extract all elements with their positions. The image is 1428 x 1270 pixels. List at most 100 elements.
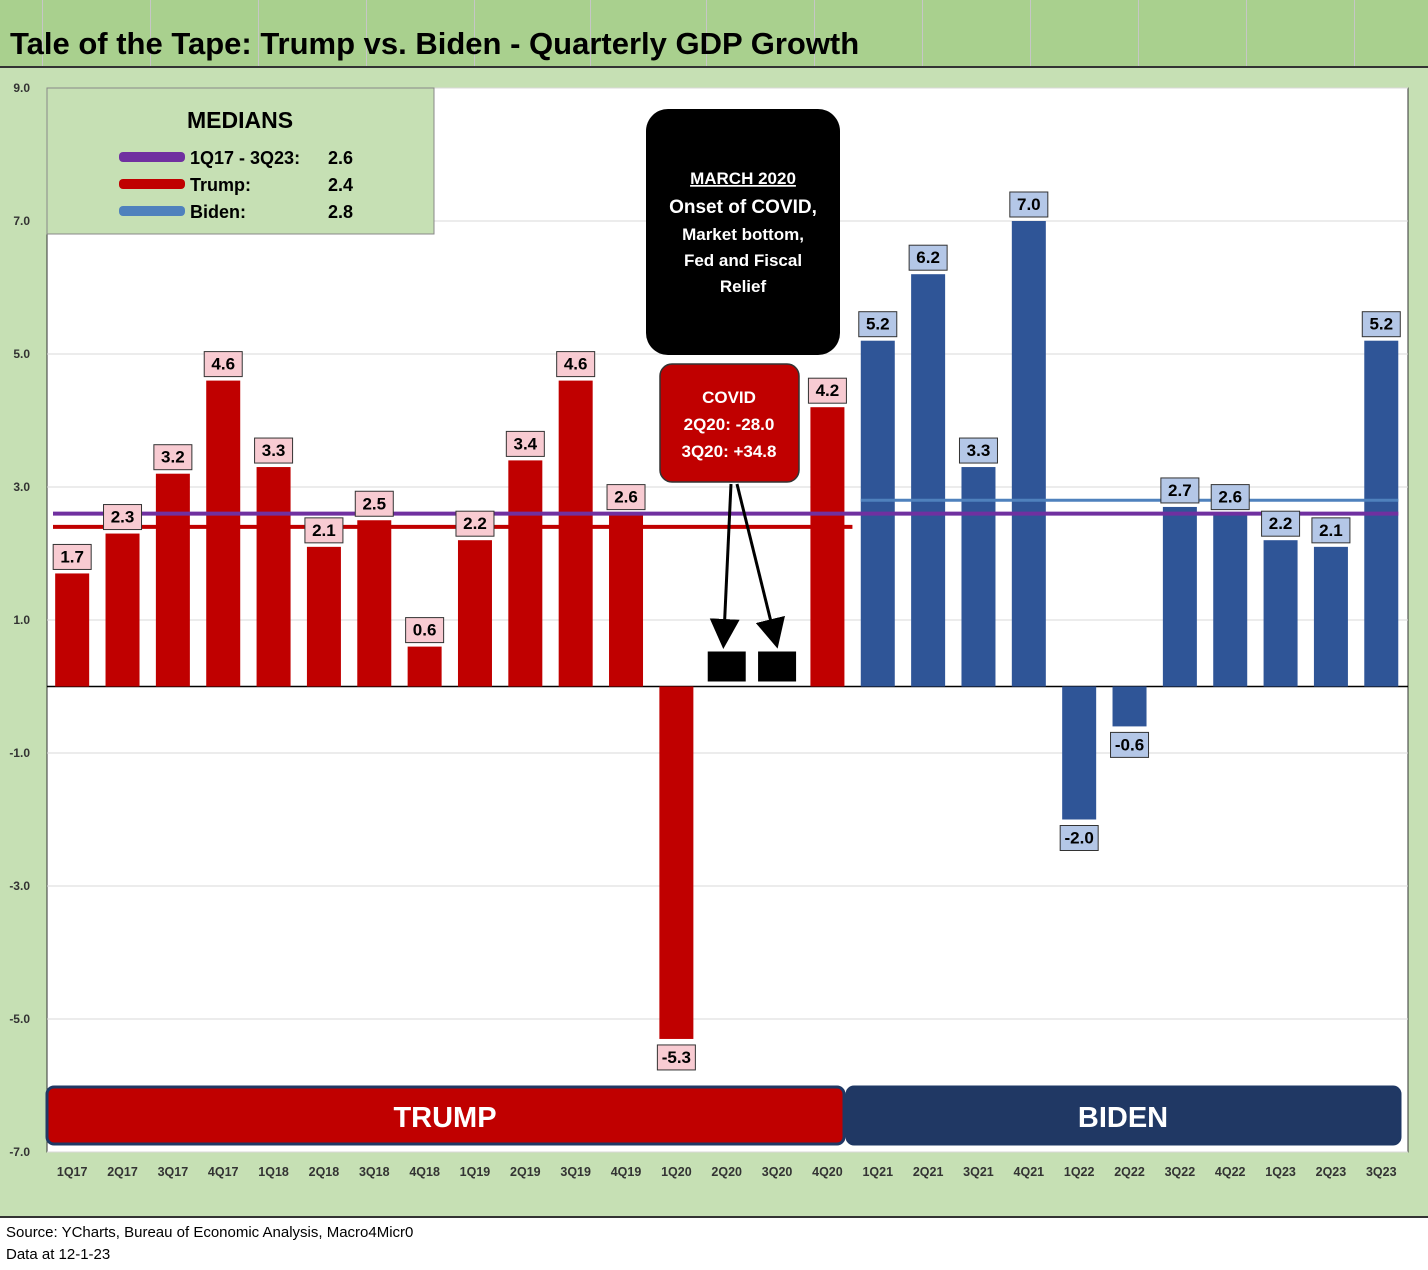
data-label: 3.2 [161, 448, 185, 467]
header-gridline [1354, 0, 1355, 66]
y-tick-label: 9.0 [13, 81, 30, 95]
data-label-box [1361, 311, 1401, 338]
y-tick-label: 1.0 [13, 613, 30, 627]
data-label-box [958, 437, 998, 464]
legend-item-trump: Trump: 2.4 [119, 175, 353, 195]
y-tick-label: -3.0 [9, 879, 30, 893]
data-label: -2.0 [1065, 829, 1094, 848]
annotation-line: 2Q20: -28.0 [684, 415, 775, 434]
x-tick-label: 4Q20 [812, 1165, 843, 1179]
data-label-box [908, 244, 948, 271]
offscale-marker-3Q20 [758, 651, 797, 682]
data-label: 2.2 [1269, 514, 1293, 533]
data-label: 3.3 [967, 441, 991, 460]
data-label-box [1110, 731, 1150, 758]
data-label-box [1261, 510, 1301, 537]
data-label: 0.6 [413, 621, 437, 640]
data-label: 2.6 [614, 488, 638, 507]
legend-item-biden: Biden: 2.8 [119, 202, 353, 222]
annotation-line: Onset of COVID, [669, 197, 817, 218]
chart-area: 9.0 7.0 5.0 3.0 1.0 -1.0 -3.0 -5.0 -7.0 1.7 2.3 3.… [0, 68, 1428, 1216]
annotation-line: Market bottom, [682, 225, 804, 244]
bar-2Q18 [306, 546, 341, 687]
data-label-box [455, 510, 495, 537]
data-label-box [1160, 477, 1200, 504]
legend-item-value: 2.8 [328, 202, 353, 222]
bar-2Q17 [105, 533, 140, 687]
data-label-box [505, 430, 545, 457]
data-label: 2.3 [111, 508, 135, 527]
header-gridline [42, 0, 43, 66]
data-date-note: Data at 12-1-23 [6, 1246, 111, 1263]
header-gridline [706, 0, 707, 66]
bar-1Q19 [457, 540, 492, 687]
data-label-box [304, 517, 344, 544]
x-tick-label: 2Q22 [1114, 1165, 1145, 1179]
data-label-box [405, 617, 445, 644]
y-axis: 9.0 7.0 5.0 3.0 1.0 -1.0 -3.0 -5.0 -7.0 [9, 81, 30, 1159]
bar-2Q22 [1112, 686, 1147, 727]
header-gridline [366, 0, 367, 66]
data-label: 7.0 [1017, 195, 1041, 214]
data-label-box [103, 504, 143, 531]
data-label: 3.4 [514, 434, 538, 453]
legend-item-label: 1Q17 - 3Q23: [190, 148, 300, 168]
data-label: 2.2 [463, 514, 487, 533]
annotation-line: 3Q20: +34.8 [682, 442, 777, 461]
x-tick-label: 2Q20 [711, 1165, 742, 1179]
x-tick-label: 4Q17 [208, 1165, 239, 1179]
legend-item-label: Biden: [190, 202, 246, 222]
march-2020-annotation: MARCH 2020 Onset of COVID, Market bottom… [646, 109, 840, 355]
data-label: 4.6 [564, 355, 588, 374]
bar-4Q19 [609, 513, 644, 687]
data-label: 2.6 [1218, 488, 1242, 507]
x-tick-label: 3Q22 [1165, 1165, 1196, 1179]
x-tick-label: 2Q19 [510, 1165, 541, 1179]
x-tick-label: 4Q22 [1215, 1165, 1246, 1179]
x-axis: 1Q17 2Q17 3Q17 4Q17 1Q18 2Q18 3Q18 4Q18 1Q19 2Q19… [57, 1165, 1397, 1179]
x-tick-label: 3Q19 [560, 1165, 591, 1179]
y-tick-label: -1.0 [9, 746, 30, 760]
bar-4Q22 [1213, 513, 1248, 687]
y-tick-label: 3.0 [13, 480, 30, 494]
header-gridline [590, 0, 591, 66]
x-tick-label: 3Q21 [963, 1165, 994, 1179]
x-tick-label: 2Q18 [309, 1165, 340, 1179]
header-gridline [814, 0, 815, 66]
data-label: 4.6 [211, 355, 235, 374]
offscale-marker-2Q20 [707, 651, 746, 682]
legend-item-label: Trump: [190, 175, 251, 195]
legend-item-value: 2.6 [328, 148, 353, 168]
data-label-box [556, 351, 596, 378]
data-label-box [1210, 484, 1250, 511]
data-label-box [1311, 517, 1351, 544]
bar-2Q23 [1313, 546, 1348, 687]
data-label-box [203, 351, 243, 378]
header-gridline [258, 0, 259, 66]
bar-4Q20 [810, 407, 845, 687]
trump-banner: TRUMP [45, 1085, 846, 1146]
data-label-box [354, 490, 394, 517]
data-label: 2.7 [1168, 481, 1192, 500]
trump-banner-label: TRUMP [393, 1102, 496, 1134]
header-gridline [1138, 0, 1139, 66]
x-tick-label: 4Q21 [1014, 1165, 1045, 1179]
data-label-box [807, 377, 847, 404]
x-tick-label: 1Q19 [460, 1165, 491, 1179]
header-gridline [474, 0, 475, 66]
bar-4Q17 [206, 380, 241, 687]
data-label: 3.3 [262, 441, 286, 460]
x-tick-label: 4Q18 [409, 1165, 440, 1179]
data-label: 6.2 [916, 248, 940, 267]
biden-banner: BIDEN [845, 1085, 1402, 1146]
annotation-line: COVID [702, 388, 756, 407]
bar-3Q18 [357, 520, 392, 687]
annotation-line: Fed and Fiscal [684, 251, 802, 270]
source-note: Source: YCharts, Bureau of Economic Anal… [6, 1224, 414, 1241]
header-gridline [1030, 0, 1031, 66]
data-label: 5.2 [1369, 315, 1393, 334]
bar-3Q19 [558, 380, 593, 687]
annotation-heading: MARCH 2020 [690, 169, 796, 188]
data-label: 2.5 [362, 494, 386, 513]
x-tick-label: 3Q17 [158, 1165, 189, 1179]
